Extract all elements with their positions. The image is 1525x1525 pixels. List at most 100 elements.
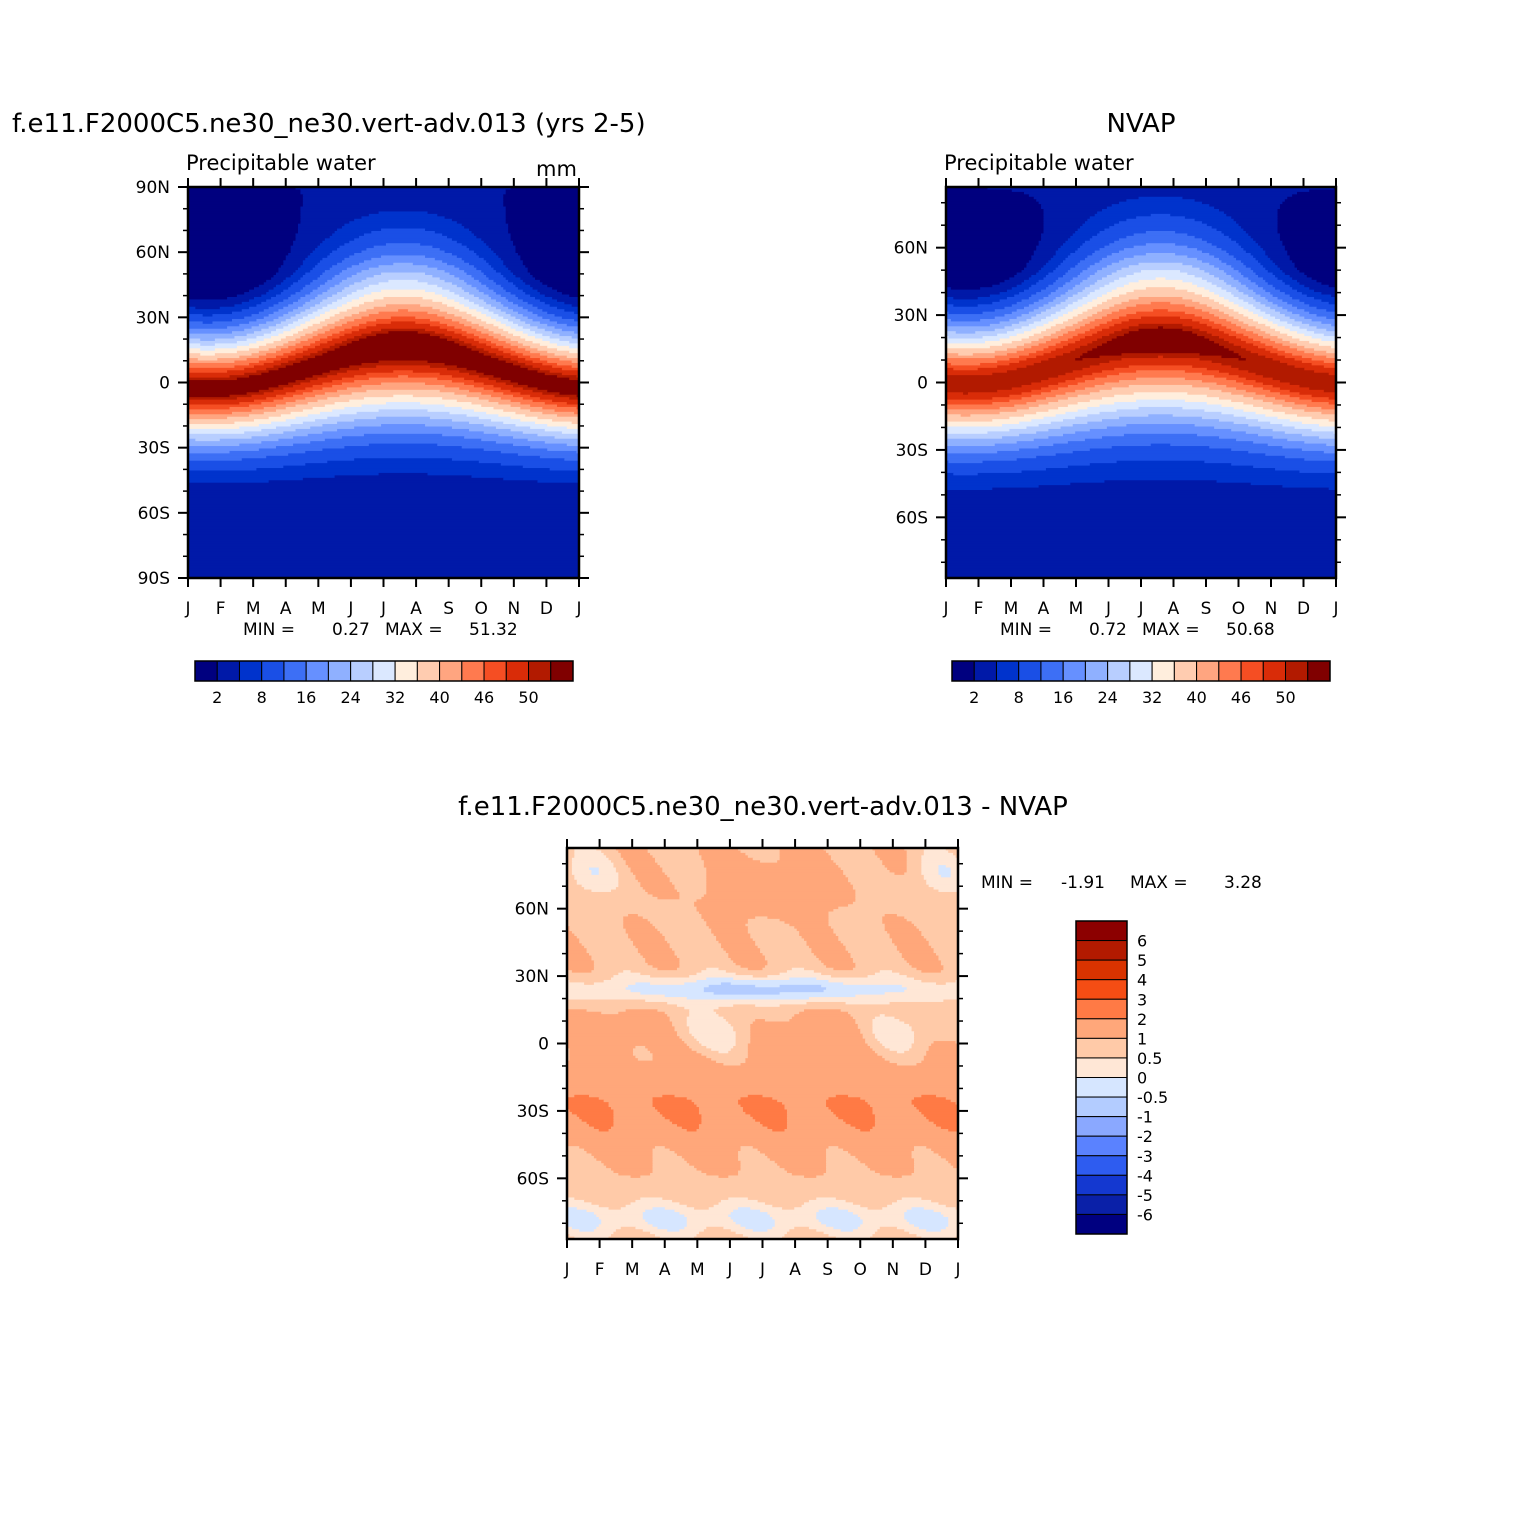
field-cell bbox=[1209, 252, 1230, 257]
field-cell bbox=[593, 1155, 654, 1159]
field-cell bbox=[1289, 394, 1313, 398]
field-cell bbox=[1084, 323, 1101, 327]
field-cell bbox=[884, 1045, 913, 1049]
field-cell bbox=[346, 321, 367, 325]
field-cell bbox=[1024, 191, 1298, 195]
field-cell bbox=[1231, 463, 1336, 467]
field-cell bbox=[481, 438, 529, 442]
field-cell bbox=[755, 1119, 788, 1123]
field-cell bbox=[437, 443, 514, 447]
field-cell bbox=[906, 1209, 935, 1213]
field-cell bbox=[332, 294, 348, 298]
field-cell bbox=[591, 869, 600, 874]
field-cell bbox=[1123, 284, 1198, 288]
field-cell bbox=[1009, 336, 1030, 340]
field-cell bbox=[280, 338, 297, 342]
field-cell bbox=[752, 938, 805, 942]
field-cell bbox=[263, 392, 287, 396]
field-cell bbox=[1072, 316, 1088, 320]
field-cell bbox=[567, 882, 578, 886]
field-cell bbox=[473, 294, 490, 298]
field-cell bbox=[525, 362, 543, 366]
field-cell bbox=[1221, 260, 1242, 264]
field-cell bbox=[557, 343, 579, 347]
field-cell bbox=[439, 336, 453, 340]
field-cell bbox=[642, 916, 703, 920]
field-cell bbox=[1316, 326, 1336, 330]
field-cell bbox=[1084, 240, 1115, 244]
field-cell bbox=[816, 1197, 837, 1201]
field-cell bbox=[598, 867, 617, 871]
field-cell bbox=[1258, 345, 1274, 349]
field-cell bbox=[904, 848, 925, 852]
field-cell bbox=[1067, 397, 1103, 401]
field-cell bbox=[503, 304, 519, 308]
field-cell bbox=[373, 306, 433, 310]
field-cell bbox=[610, 860, 627, 864]
field-cell bbox=[579, 940, 634, 944]
field-cell bbox=[735, 1031, 751, 1035]
panel-diff-min-value: -1.91 bbox=[1061, 873, 1105, 893]
field-cell bbox=[1136, 377, 1186, 381]
field-cell bbox=[459, 301, 475, 305]
field-cell bbox=[1248, 233, 1281, 237]
field-cell bbox=[188, 314, 204, 318]
field-cell bbox=[376, 365, 431, 369]
field-cell bbox=[750, 1023, 859, 1027]
field-cell bbox=[246, 338, 265, 342]
field-cell bbox=[848, 877, 925, 881]
field-cell bbox=[285, 392, 304, 396]
field-cell bbox=[1240, 226, 1279, 230]
field-cell bbox=[1311, 399, 1336, 403]
field-cell bbox=[356, 272, 382, 276]
field-cell bbox=[608, 1104, 654, 1108]
field-cell bbox=[1253, 255, 1269, 259]
field-cell bbox=[874, 1231, 910, 1235]
field-cell bbox=[554, 314, 579, 318]
field-cell bbox=[764, 1202, 805, 1206]
field-cell bbox=[1009, 399, 1037, 403]
field-cell bbox=[1065, 257, 1086, 261]
field-cell bbox=[946, 414, 962, 418]
field-cell bbox=[994, 328, 1015, 332]
field-cell bbox=[483, 306, 497, 310]
field-cell bbox=[980, 318, 1010, 322]
field-cell bbox=[1250, 279, 1266, 283]
field-cell bbox=[628, 913, 639, 918]
field-cell bbox=[698, 1124, 764, 1128]
field-cell bbox=[522, 260, 579, 264]
field-cell bbox=[1102, 208, 1220, 213]
field-cell bbox=[955, 331, 976, 335]
field-cell bbox=[755, 1004, 781, 1008]
field-cell bbox=[767, 960, 822, 964]
field-cell bbox=[1262, 287, 1276, 291]
field-cell bbox=[1284, 355, 1303, 359]
field-cell bbox=[567, 1165, 607, 1169]
field-cell bbox=[889, 1001, 958, 1005]
field-cell bbox=[1087, 421, 1235, 425]
field-cell bbox=[740, 1063, 898, 1067]
field-cell bbox=[747, 1048, 874, 1052]
field-cell bbox=[481, 331, 495, 335]
field-cell bbox=[341, 382, 382, 386]
field-cell bbox=[1201, 221, 1237, 225]
field-cell bbox=[498, 314, 512, 318]
field-cell bbox=[1063, 243, 1084, 247]
field-cell bbox=[701, 913, 830, 918]
field-cell bbox=[1097, 311, 1113, 315]
field-cell bbox=[874, 852, 908, 856]
field-cell bbox=[246, 392, 265, 396]
field-cell bbox=[1016, 458, 1305, 462]
field-cell bbox=[261, 402, 287, 406]
field-cell bbox=[620, 1207, 654, 1211]
field-cell bbox=[586, 1121, 615, 1125]
field-cell bbox=[542, 333, 561, 337]
field-cell bbox=[488, 309, 502, 313]
field-cell bbox=[1228, 235, 1252, 239]
field-cell bbox=[567, 1070, 958, 1074]
field-cell bbox=[977, 367, 1018, 371]
field-cell bbox=[567, 935, 578, 940]
field-cell bbox=[444, 279, 465, 283]
field-cell bbox=[447, 296, 465, 301]
